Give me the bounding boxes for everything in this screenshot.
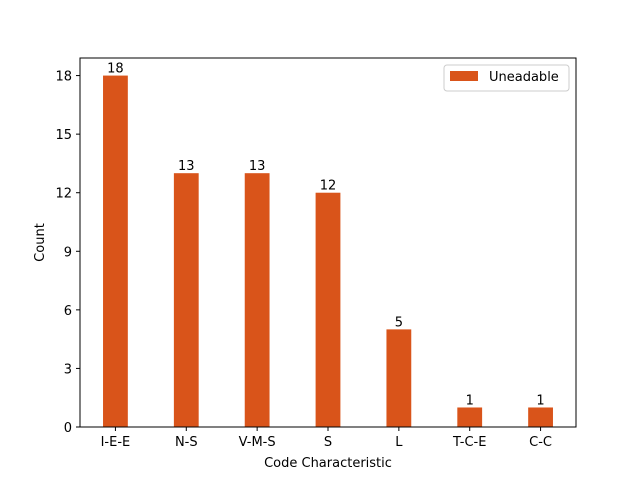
x-axis-label: Code Characteristic [264, 456, 392, 471]
bar-t-c-e [457, 407, 483, 427]
y-axis-label: Count [33, 223, 48, 262]
y-tick-label: 6 [64, 304, 72, 319]
x-tick-label: N-S [175, 435, 198, 450]
bar-n-s [173, 173, 199, 427]
legend-swatch-uneadable [450, 71, 478, 81]
y-tick-label: 12 [55, 187, 72, 202]
bar-c-c [528, 407, 553, 427]
y-axis-ticks: 0 3 6 9 12 15 18 [55, 70, 80, 436]
bar-value-label: 13 [249, 159, 266, 174]
x-tick-label: C-C [529, 435, 552, 450]
legend-label-uneadable: Uneadable [489, 70, 559, 85]
y-tick-label: 18 [55, 70, 72, 85]
bar-s [315, 192, 341, 427]
bar-value-label: 18 [107, 62, 124, 77]
x-tick-label: V-M-S [239, 435, 276, 450]
bar-value-label: 12 [320, 179, 337, 194]
x-axis-ticks: I-E-E N-S V-M-S S L T-C-E C-C [101, 427, 552, 450]
plot-area-frame [79, 57, 577, 428]
x-tick-label: L [395, 435, 403, 450]
y-tick-label: 9 [64, 245, 72, 260]
x-tick-label: S [324, 435, 332, 450]
bar-value-label: 1 [466, 393, 474, 408]
bar-data-labels: 18 13 13 12 5 1 1 [107, 62, 545, 409]
x-tick-label: T-C-E [452, 435, 486, 450]
bar-l [386, 329, 412, 427]
y-tick-label: 15 [55, 128, 72, 143]
bars-group [103, 75, 553, 428]
bar-v-m-s [244, 173, 270, 427]
bar-value-label: 13 [178, 159, 195, 174]
x-tick-label: I-E-E [101, 435, 131, 450]
bar-i-e-e [103, 75, 128, 428]
legend: Uneadable [443, 64, 570, 92]
bar-value-label: 1 [536, 393, 544, 408]
bar-value-label: 5 [395, 315, 403, 330]
y-tick-label: 0 [64, 421, 72, 436]
y-tick-label: 3 [64, 362, 72, 377]
